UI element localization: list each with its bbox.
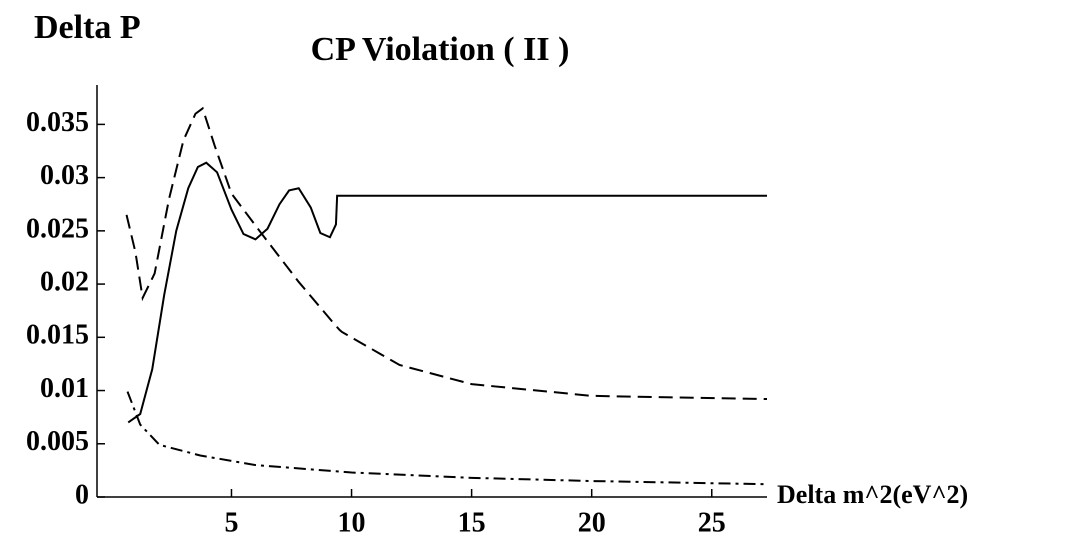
x-tick-label: 15: [458, 507, 486, 538]
line-series: [126, 391, 768, 486]
x-axis-label: Delta m^2(eV^2): [777, 480, 968, 509]
y-axis-label: Delta P: [34, 9, 141, 46]
chart-title: CP Violation ( II ): [311, 31, 570, 68]
y-tick-label: 0.005: [26, 426, 89, 457]
line-series: [127, 161, 767, 424]
x-tick-label: 20: [578, 507, 606, 538]
y-tick-label: 0.015: [26, 320, 89, 351]
y-tick-label: 0.02: [40, 267, 89, 298]
x-tick-label: 5: [224, 507, 238, 538]
x-tick-label: 10: [338, 507, 366, 538]
line-series: [125, 106, 768, 401]
y-tick-label: 0.035: [26, 107, 89, 138]
y-tick-label: 0.03: [40, 160, 89, 191]
y-tick-label: 0.025: [26, 213, 89, 244]
x-tick-label: 25: [698, 507, 726, 538]
y-tick-label: 0.01: [40, 373, 89, 404]
y-tick-label: 0: [75, 479, 89, 510]
